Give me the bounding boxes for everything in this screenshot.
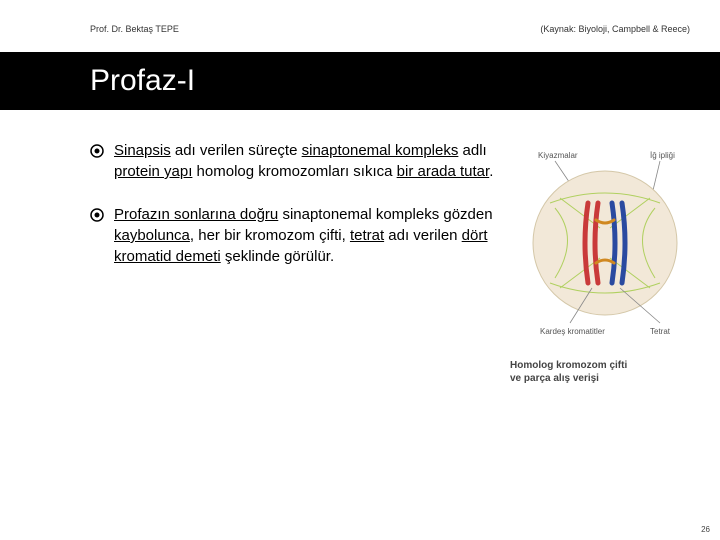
bullet-text: Sinapsis adı verilen süreçte sinaptonema… xyxy=(114,140,500,182)
source-label: (Kaynak: Biyoloji, Campbell & Reece) xyxy=(540,24,690,34)
label-tetrat: Tetrat xyxy=(650,327,671,336)
page-title: Profaz-I xyxy=(90,64,690,98)
label-kardes: Kardeş kromatitler xyxy=(540,327,605,336)
author-label: Prof. Dr. Bektaş TEPE xyxy=(90,24,179,34)
bullet-item: Sinapsis adı verilen süreçte sinaptonema… xyxy=(90,140,500,182)
page-number: 26 xyxy=(701,525,710,534)
bullet-icon xyxy=(90,207,104,221)
bullet-item: Profazın sonlarına doğru sinaptonemal ko… xyxy=(90,204,500,267)
label-kiyazmalar: Kiyazmalar xyxy=(538,151,578,160)
bullet-icon xyxy=(90,143,104,157)
prophase-diagram: Kiyazmalar İğ ipliği xyxy=(510,148,700,348)
label-igipligi: İğ ipliği xyxy=(650,151,675,160)
diagram-column: Kiyazmalar İğ ipliği xyxy=(510,140,700,385)
diagram-caption: Homolog kromozom çifti ve parça alış ver… xyxy=(510,359,700,385)
title-bar: Profaz-I xyxy=(0,52,720,110)
bullet-text: Profazın sonlarına doğru sinaptonemal ko… xyxy=(114,204,500,267)
text-column: Sinapsis adı verilen süreçte sinaptonema… xyxy=(90,140,510,385)
